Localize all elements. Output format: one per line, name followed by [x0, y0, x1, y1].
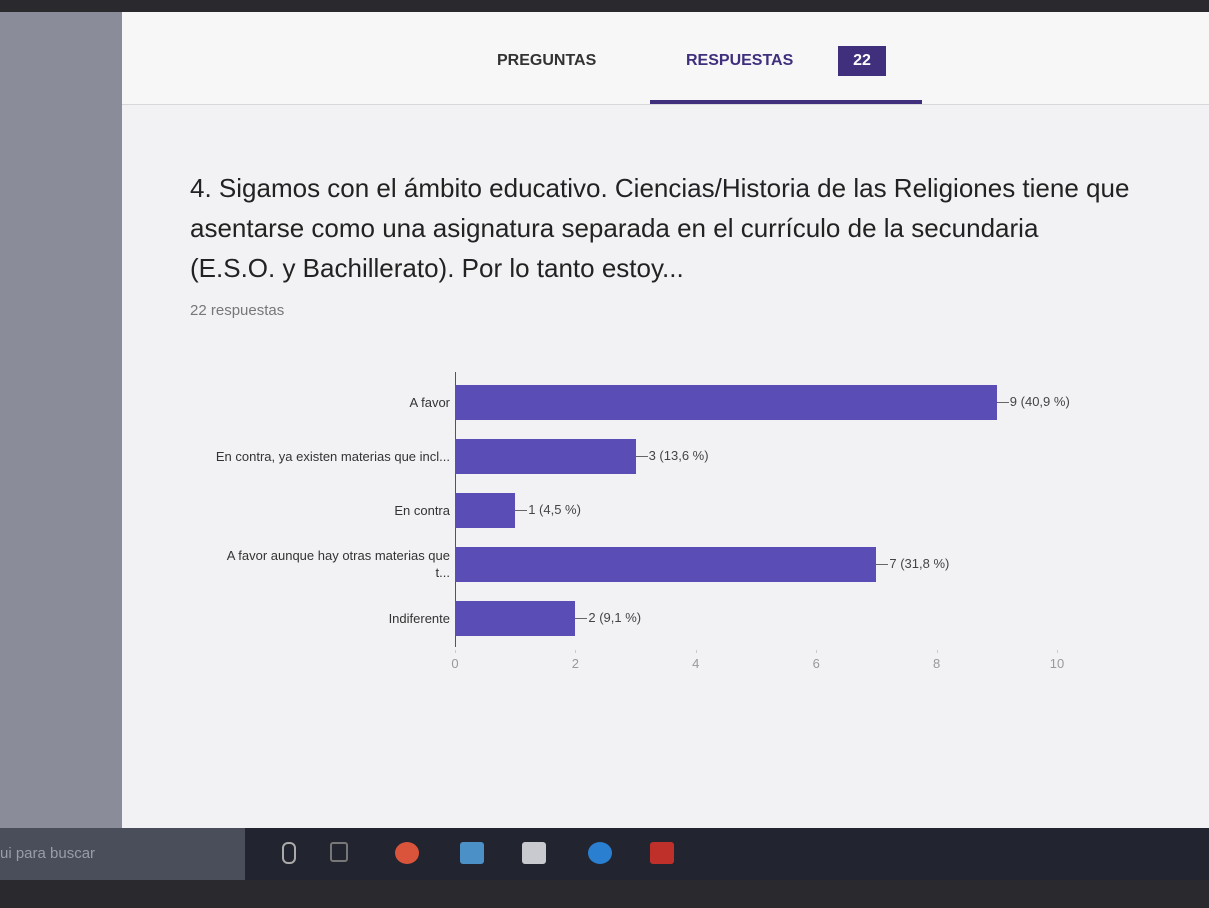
value-label: 1 (4,5 %)	[528, 502, 581, 517]
x-tick-label: 2	[555, 656, 595, 671]
category-label: Indiferente	[210, 610, 450, 627]
screen: PREGUNTAS RESPUESTAS 22 4. Sigamos con e…	[0, 0, 1209, 908]
leader-line	[876, 564, 888, 565]
mcafee-icon[interactable]	[650, 842, 674, 864]
x-tick	[816, 650, 817, 653]
chrome-icon[interactable]	[395, 842, 419, 864]
x-tick-label: 6	[796, 656, 836, 671]
value-label: 7 (31,8 %)	[889, 556, 949, 571]
x-tick	[1057, 650, 1058, 653]
x-tick	[455, 650, 456, 653]
x-tick-label: 8	[917, 656, 957, 671]
bar	[455, 601, 575, 636]
chart: 0 2 4 6 8 10 A favor 9 (40,9 %) En contra, ya ex…	[0, 0, 1209, 700]
leader-line	[575, 618, 587, 619]
x-tick-label: 0	[435, 656, 475, 671]
bar	[455, 493, 515, 528]
value-label: 9 (40,9 %)	[1010, 394, 1070, 409]
search-box[interactable]: ui para buscar	[0, 828, 245, 880]
x-tick	[696, 650, 697, 653]
value-label: 2 (9,1 %)	[588, 610, 641, 625]
bar	[455, 547, 876, 582]
x-tick	[937, 650, 938, 653]
task-view-icon[interactable]	[330, 842, 348, 862]
value-label: 3 (13,6 %)	[649, 448, 709, 463]
edge-icon[interactable]	[588, 842, 612, 864]
x-tick-label: 4	[676, 656, 716, 671]
leader-line	[636, 456, 648, 457]
leader-line	[515, 510, 527, 511]
category-label: En contra, ya existen materias que incl.…	[210, 448, 450, 465]
mail-icon[interactable]	[522, 842, 546, 864]
explorer-icon[interactable]	[460, 842, 484, 864]
bar	[455, 439, 636, 474]
category-label: A favor aunque hay otras materias que t.…	[210, 547, 450, 581]
category-label: A favor	[210, 394, 450, 411]
leader-line	[997, 402, 1009, 403]
x-tick-label: 10	[1037, 656, 1077, 671]
x-tick	[575, 650, 576, 653]
category-label: En contra	[210, 502, 450, 519]
mic-icon[interactable]	[282, 842, 296, 864]
bar	[455, 385, 997, 420]
